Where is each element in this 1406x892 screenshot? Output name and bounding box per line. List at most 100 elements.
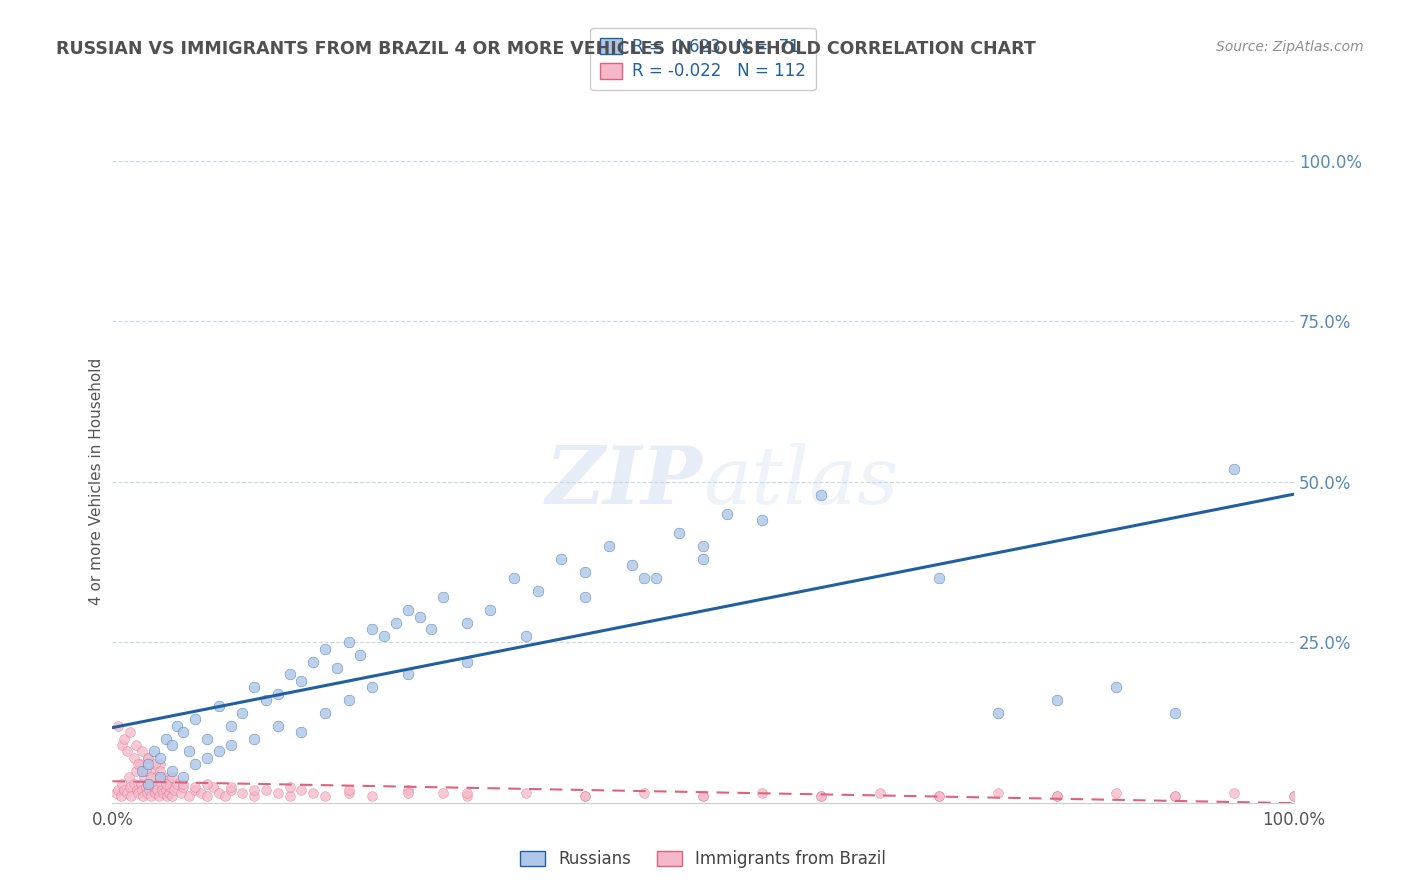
Point (314, 641, 336, 656)
Point (385, 615, 408, 630)
Point (166, 719, 188, 733)
Point (1164, 789, 1187, 804)
Point (120, 780, 142, 794)
Point (633, 571, 655, 585)
Point (190, 786, 212, 800)
Point (120, 725, 142, 739)
Point (122, 776, 145, 790)
Point (396, 667, 419, 681)
Point (574, 591, 596, 605)
Point (621, 558, 644, 573)
Point (361, 680, 384, 694)
Point (598, 539, 620, 553)
Point (1282, 789, 1305, 804)
Point (135, 786, 157, 800)
Point (361, 789, 384, 804)
Point (134, 770, 156, 784)
Point (254, 693, 277, 707)
Point (148, 789, 170, 804)
Point (1282, 789, 1305, 804)
Point (184, 780, 207, 794)
Point (361, 623, 384, 637)
Point (136, 751, 159, 765)
Point (278, 789, 301, 804)
Point (129, 776, 152, 790)
Point (314, 706, 336, 720)
Point (644, 571, 666, 585)
Point (326, 661, 349, 675)
Point (195, 731, 218, 746)
Point (143, 757, 166, 772)
Point (159, 780, 181, 794)
Point (692, 789, 714, 804)
Point (515, 786, 537, 800)
Point (131, 764, 153, 778)
Point (1164, 706, 1187, 720)
Point (195, 751, 218, 765)
Point (156, 789, 179, 804)
Point (243, 789, 266, 804)
Point (302, 786, 325, 800)
Point (214, 789, 236, 804)
Point (146, 783, 169, 797)
Point (201, 780, 224, 794)
Point (153, 770, 176, 784)
Text: Source: ZipAtlas.com: Source: ZipAtlas.com (1216, 40, 1364, 54)
Point (163, 783, 186, 797)
Point (219, 780, 242, 794)
Point (1164, 789, 1187, 804)
Point (692, 539, 714, 553)
Point (142, 780, 165, 794)
Point (135, 780, 157, 794)
Point (131, 744, 153, 758)
Point (208, 786, 231, 800)
Point (208, 699, 231, 714)
Point (574, 789, 596, 804)
Point (1046, 789, 1069, 804)
Point (396, 783, 419, 797)
Point (105, 786, 128, 800)
Point (115, 744, 138, 758)
Point (135, 764, 157, 778)
Point (156, 773, 179, 788)
Point (155, 776, 177, 790)
Point (267, 786, 290, 800)
Point (574, 789, 596, 804)
Point (155, 783, 177, 797)
Point (160, 764, 183, 778)
Point (170, 786, 193, 800)
Point (115, 786, 138, 800)
Point (668, 526, 690, 541)
Point (432, 591, 454, 605)
Point (127, 783, 149, 797)
Point (515, 629, 537, 643)
Point (112, 783, 135, 797)
Point (408, 609, 430, 624)
Point (526, 583, 548, 598)
Point (928, 789, 950, 804)
Point (810, 789, 832, 804)
Point (179, 744, 201, 758)
Point (420, 623, 443, 637)
Point (184, 783, 207, 797)
Point (125, 764, 148, 778)
Point (149, 757, 172, 772)
Point (396, 786, 419, 800)
Point (456, 655, 478, 669)
Point (150, 783, 173, 797)
Point (122, 751, 145, 765)
Point (120, 789, 142, 804)
Point (810, 487, 832, 501)
Point (157, 786, 180, 800)
Point (456, 786, 478, 800)
Point (128, 757, 150, 772)
Point (111, 776, 134, 790)
Point (1105, 786, 1128, 800)
Point (396, 603, 419, 617)
Point (152, 786, 174, 800)
Point (692, 789, 714, 804)
Point (172, 725, 194, 739)
Point (278, 780, 301, 794)
Point (302, 655, 325, 669)
Point (373, 629, 395, 643)
